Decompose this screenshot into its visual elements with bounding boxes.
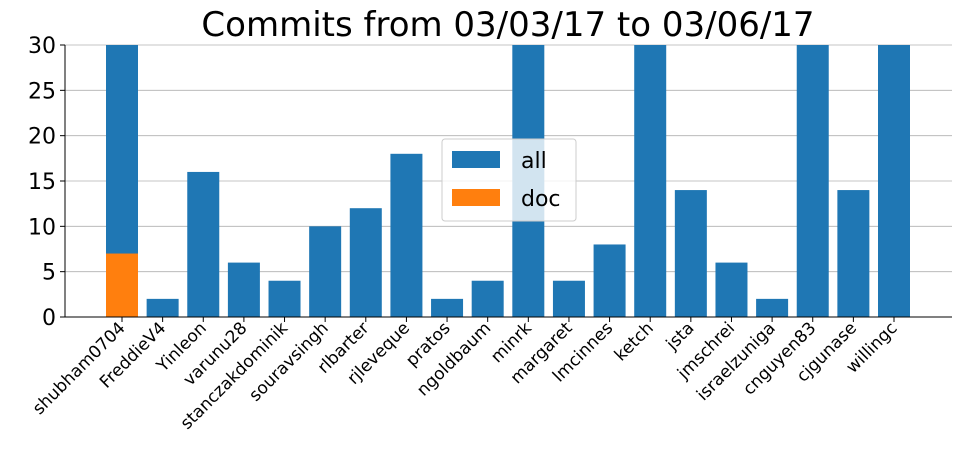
y-tick-label: 30 (28, 34, 56, 59)
bar-all-varunu28 (227, 262, 260, 317)
bar-all-lmcinnes (593, 244, 626, 317)
series-all-bars (106, 45, 910, 317)
y-tick-label: 25 (28, 79, 56, 104)
legend-swatch-all (452, 151, 500, 168)
legend-label-all: all (521, 149, 547, 174)
bar-all-ketch (634, 45, 667, 317)
legend-swatch-doc (452, 189, 500, 206)
y-tick-labels: 0 5 10 15 20 25 30 (28, 34, 65, 331)
bar-all-souravsingh (309, 226, 342, 317)
bar-all-Yinleon (187, 171, 220, 317)
bar-all-israelzuniga (756, 298, 789, 317)
y-tick-label: 20 (28, 125, 56, 150)
bar-all-willingc (878, 45, 910, 317)
bar-all-rjleveque (390, 153, 423, 317)
x-tick-labels: shubham0704FreddieV4Yinleonvarunu28stanc… (29, 317, 902, 434)
bar-all-FreddieV4 (146, 298, 179, 317)
y-tick-label: 5 (42, 261, 56, 286)
bar-all-ngoldbaum (471, 280, 504, 317)
bar-all-jmschrei (715, 262, 748, 317)
y-tick-label: 10 (28, 215, 56, 240)
bar-all-jsta (674, 190, 707, 317)
y-tick-label: 15 (28, 170, 56, 195)
y-tick-label: 0 (42, 306, 56, 331)
series-doc-bars (106, 253, 138, 317)
bar-all-stanczakdominik (268, 280, 301, 317)
bar-all-cjgunase (837, 190, 870, 317)
bar-all-margaret (552, 280, 585, 317)
bar-all-pratos (431, 298, 464, 317)
bar-doc-shubham0704 (106, 253, 138, 317)
bar-all-rlbarter (349, 208, 382, 317)
legend-label-doc: doc (521, 187, 561, 212)
chart-title: Commits from 03/03/17 to 03/06/17 (201, 5, 814, 45)
x-tick-label-ketch: ketch (611, 318, 658, 365)
bar-all-cnguyen83 (796, 45, 829, 317)
legend: all doc (441, 138, 577, 222)
